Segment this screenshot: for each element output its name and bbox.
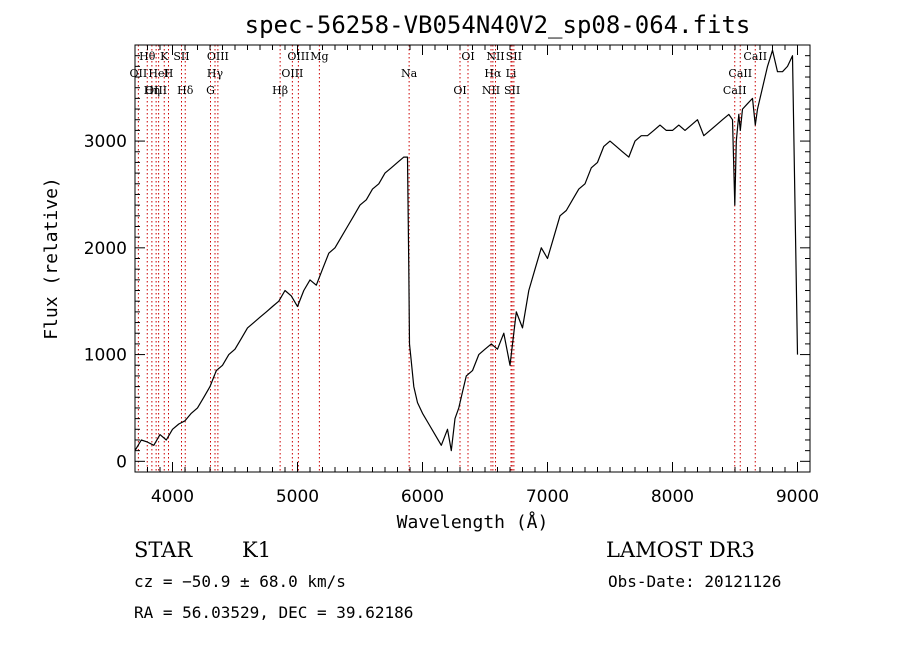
line-label: NII: [486, 50, 504, 63]
line-label: OIII: [281, 67, 303, 80]
line-label: Hα: [484, 67, 502, 80]
y-tick-label: 2000: [84, 239, 127, 259]
line-label: HeI: [148, 67, 168, 80]
line-label: OIII: [145, 84, 167, 97]
x-tick-label: 4000: [151, 487, 194, 507]
line-label: NII: [482, 84, 500, 97]
line-label: CaII: [743, 50, 767, 63]
line-label: Hγ: [207, 67, 224, 80]
y-axis-label: Flux (relative): [41, 177, 62, 340]
x-tick-label: 8000: [651, 487, 694, 507]
line-label: H: [164, 67, 174, 80]
line-label: SII: [506, 50, 522, 63]
line-label: OI: [453, 84, 466, 97]
redshift-text: cz = −50.9 ± 68.0 km/s: [134, 572, 346, 591]
line-label: OII: [130, 67, 148, 80]
line-label: K: [160, 50, 169, 63]
y-tick-label: 1000: [84, 346, 127, 366]
plot-frame: [134, 44, 811, 473]
y-tick-label: 0: [116, 452, 127, 472]
line-label: Na: [401, 67, 418, 80]
line-label: CaII: [723, 84, 747, 97]
line-label: Li: [506, 67, 517, 80]
x-tick-label: 7000: [526, 487, 569, 507]
line-label: SII: [504, 84, 520, 97]
x-axis-label: Wavelength (Å): [397, 511, 549, 533]
line-label: Hη: [144, 84, 160, 97]
line-label: Hβ: [272, 84, 288, 97]
coords-text: RA = 56.03529, DEC = 39.62186: [134, 603, 414, 622]
line-label: Hθ: [139, 50, 156, 63]
chart-title: spec-56258-VB054N40V2_sp08-064.fits: [245, 11, 751, 39]
object-class: STAR: [134, 538, 193, 562]
x-tick-label: 9000: [776, 487, 819, 507]
line-label: OIII: [207, 50, 229, 63]
line-label: OI: [461, 50, 474, 63]
line-label: SII: [173, 50, 189, 63]
line-label: Hδ: [177, 84, 194, 97]
spectrum-line: [134, 49, 799, 452]
line-label: Mg: [310, 50, 328, 63]
line-label: G: [206, 84, 215, 97]
line-label: OIII: [287, 50, 309, 63]
x-tick-label: 5000: [276, 487, 319, 507]
line-label: CaII: [728, 67, 752, 80]
obs-date-text: Obs-Date: 20121126: [608, 572, 782, 591]
x-tick-label: 6000: [401, 487, 444, 507]
survey-name: LAMOST DR3: [606, 538, 755, 562]
subclass: K1: [242, 538, 272, 562]
y-tick-label: 3000: [84, 132, 127, 152]
